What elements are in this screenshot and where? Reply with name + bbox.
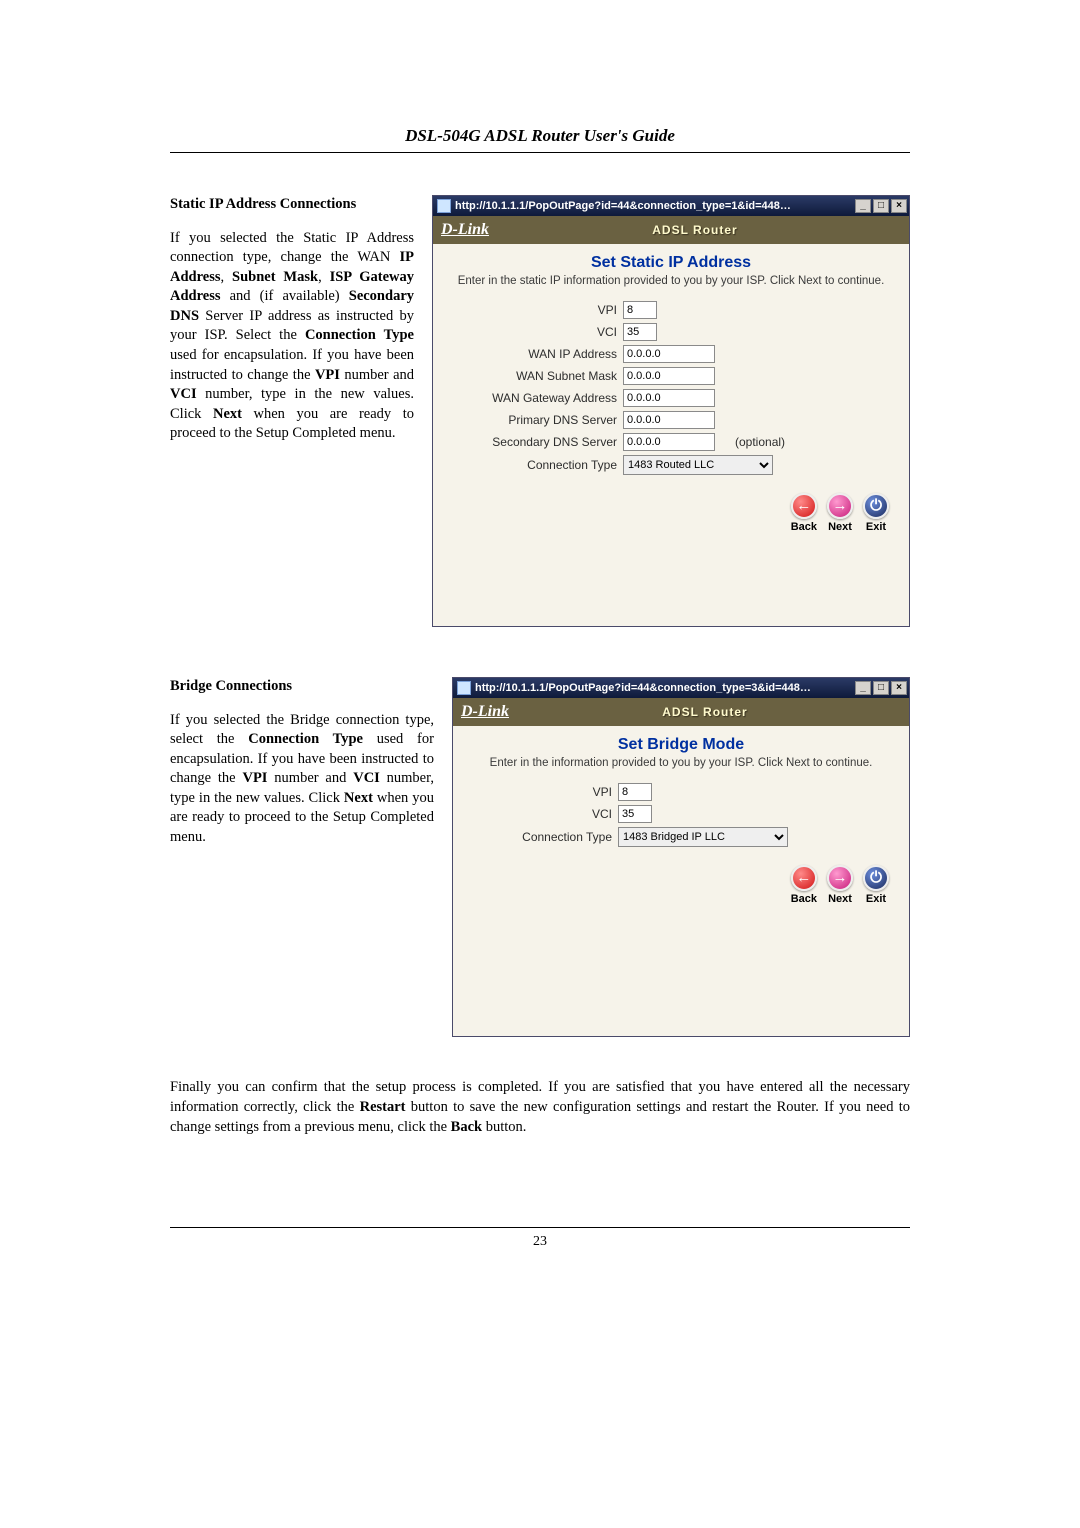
vpi-label: VPI bbox=[453, 785, 618, 799]
dlink-brand: D-Link bbox=[461, 703, 509, 721]
bridge-heading: Bridge Connections bbox=[170, 677, 434, 697]
bridge-paragraph: If you selected the Bridge connection ty… bbox=[170, 711, 434, 848]
minimize-button[interactable]: _ bbox=[855, 681, 871, 695]
bridge-popup-window: http://10.1.1.1/PopOutPage?id=44&connect… bbox=[452, 677, 910, 1037]
router-banner-subtitle: ADSL Router bbox=[489, 223, 901, 237]
page-number: 23 bbox=[170, 1227, 910, 1250]
sec-dns-optional: (optional) bbox=[735, 435, 785, 449]
wan-mask-label: WAN Subnet Mask bbox=[433, 369, 623, 383]
pri-dns-input[interactable] bbox=[623, 411, 715, 429]
wan-mask-input[interactable] bbox=[623, 367, 715, 385]
conn-type-label: Connection Type bbox=[453, 830, 618, 844]
back-button[interactable]: ← Back bbox=[791, 865, 817, 905]
vpi-label: VPI bbox=[433, 303, 623, 317]
dlink-brand: D-Link bbox=[441, 221, 489, 239]
exit-button-label: Exit bbox=[863, 893, 889, 905]
back-button-label: Back bbox=[791, 893, 817, 905]
back-arrow-icon: ← bbox=[791, 493, 817, 519]
wan-gw-label: WAN Gateway Address bbox=[433, 391, 623, 405]
window-app-icon bbox=[457, 681, 471, 695]
next-arrow-icon: → bbox=[827, 865, 853, 891]
close-button[interactable]: × bbox=[891, 199, 907, 213]
pri-dns-label: Primary DNS Server bbox=[433, 413, 623, 427]
section-bridge: Bridge Connections If you selected the B… bbox=[170, 677, 910, 1037]
wizard-nav: ← Back → Next ⏻ Exit bbox=[433, 479, 909, 539]
static-ip-popup-window: http://10.1.1.1/PopOutPage?id=44&connect… bbox=[432, 195, 910, 627]
vci-input[interactable] bbox=[618, 805, 652, 823]
back-button[interactable]: ← Back bbox=[791, 493, 817, 533]
next-button[interactable]: → Next bbox=[827, 493, 853, 533]
wan-ip-label: WAN IP Address bbox=[433, 347, 623, 361]
window-app-icon bbox=[437, 199, 451, 213]
router-banner: D-Link ADSL Router bbox=[453, 698, 909, 726]
bridge-form: VPI VCI Connection Type 1483 Bridged IP … bbox=[453, 783, 909, 847]
static-ip-heading: Static IP Address Connections bbox=[170, 195, 414, 215]
window-title-url: http://10.1.1.1/PopOutPage?id=44&connect… bbox=[475, 682, 853, 694]
next-arrow-icon: → bbox=[827, 493, 853, 519]
static-ip-form-title: Set Static IP Address bbox=[433, 254, 909, 272]
bridge-form-subtitle: Enter in the information provided to you… bbox=[477, 756, 885, 771]
back-arrow-icon: ← bbox=[791, 865, 817, 891]
vci-label: VCI bbox=[453, 807, 618, 821]
static-ip-form: VPI VCI WAN IP Address WAN Subnet Mask bbox=[433, 301, 909, 475]
window-titlebar: http://10.1.1.1/PopOutPage?id=44&connect… bbox=[433, 196, 909, 216]
wan-ip-input[interactable] bbox=[623, 345, 715, 363]
vpi-input[interactable] bbox=[618, 783, 652, 801]
bridge-form-title: Set Bridge Mode bbox=[453, 736, 909, 754]
conn-type-select[interactable]: 1483 Routed LLC bbox=[623, 455, 773, 475]
next-button[interactable]: → Next bbox=[827, 865, 853, 905]
exit-power-icon: ⏻ bbox=[863, 493, 889, 519]
exit-button[interactable]: ⏻ Exit bbox=[863, 493, 889, 533]
next-button-label: Next bbox=[827, 893, 853, 905]
router-banner-subtitle: ADSL Router bbox=[509, 705, 901, 719]
vpi-input[interactable] bbox=[623, 301, 657, 319]
wizard-nav: ← Back → Next ⏻ Exit bbox=[453, 851, 909, 911]
wan-gw-input[interactable] bbox=[623, 389, 715, 407]
section-static-ip: Static IP Address Connections If you sel… bbox=[170, 195, 910, 627]
window-titlebar: http://10.1.1.1/PopOutPage?id=44&connect… bbox=[453, 678, 909, 698]
close-button[interactable]: × bbox=[891, 681, 907, 695]
conn-type-select[interactable]: 1483 Bridged IP LLC bbox=[618, 827, 788, 847]
vci-label: VCI bbox=[433, 325, 623, 339]
exit-button-label: Exit bbox=[863, 521, 889, 533]
window-title-url: http://10.1.1.1/PopOutPage?id=44&connect… bbox=[455, 200, 853, 212]
sec-dns-input[interactable] bbox=[623, 433, 715, 451]
sec-dns-label: Secondary DNS Server bbox=[433, 435, 623, 449]
vci-input[interactable] bbox=[623, 323, 657, 341]
router-banner: D-Link ADSL Router bbox=[433, 216, 909, 244]
maximize-button[interactable]: □ bbox=[873, 681, 889, 695]
conn-type-label: Connection Type bbox=[433, 458, 623, 472]
minimize-button[interactable]: _ bbox=[855, 199, 871, 213]
static-ip-form-subtitle: Enter in the static IP information provi… bbox=[457, 274, 885, 289]
static-ip-paragraph: If you selected the Static IP Address co… bbox=[170, 229, 414, 444]
next-button-label: Next bbox=[827, 521, 853, 533]
exit-button[interactable]: ⏻ Exit bbox=[863, 865, 889, 905]
exit-power-icon: ⏻ bbox=[863, 865, 889, 891]
final-paragraph: Finally you can confirm that the setup p… bbox=[170, 1077, 910, 1137]
back-button-label: Back bbox=[791, 521, 817, 533]
page-header-title: DSL-504G ADSL Router User's Guide bbox=[170, 126, 910, 153]
maximize-button[interactable]: □ bbox=[873, 199, 889, 213]
